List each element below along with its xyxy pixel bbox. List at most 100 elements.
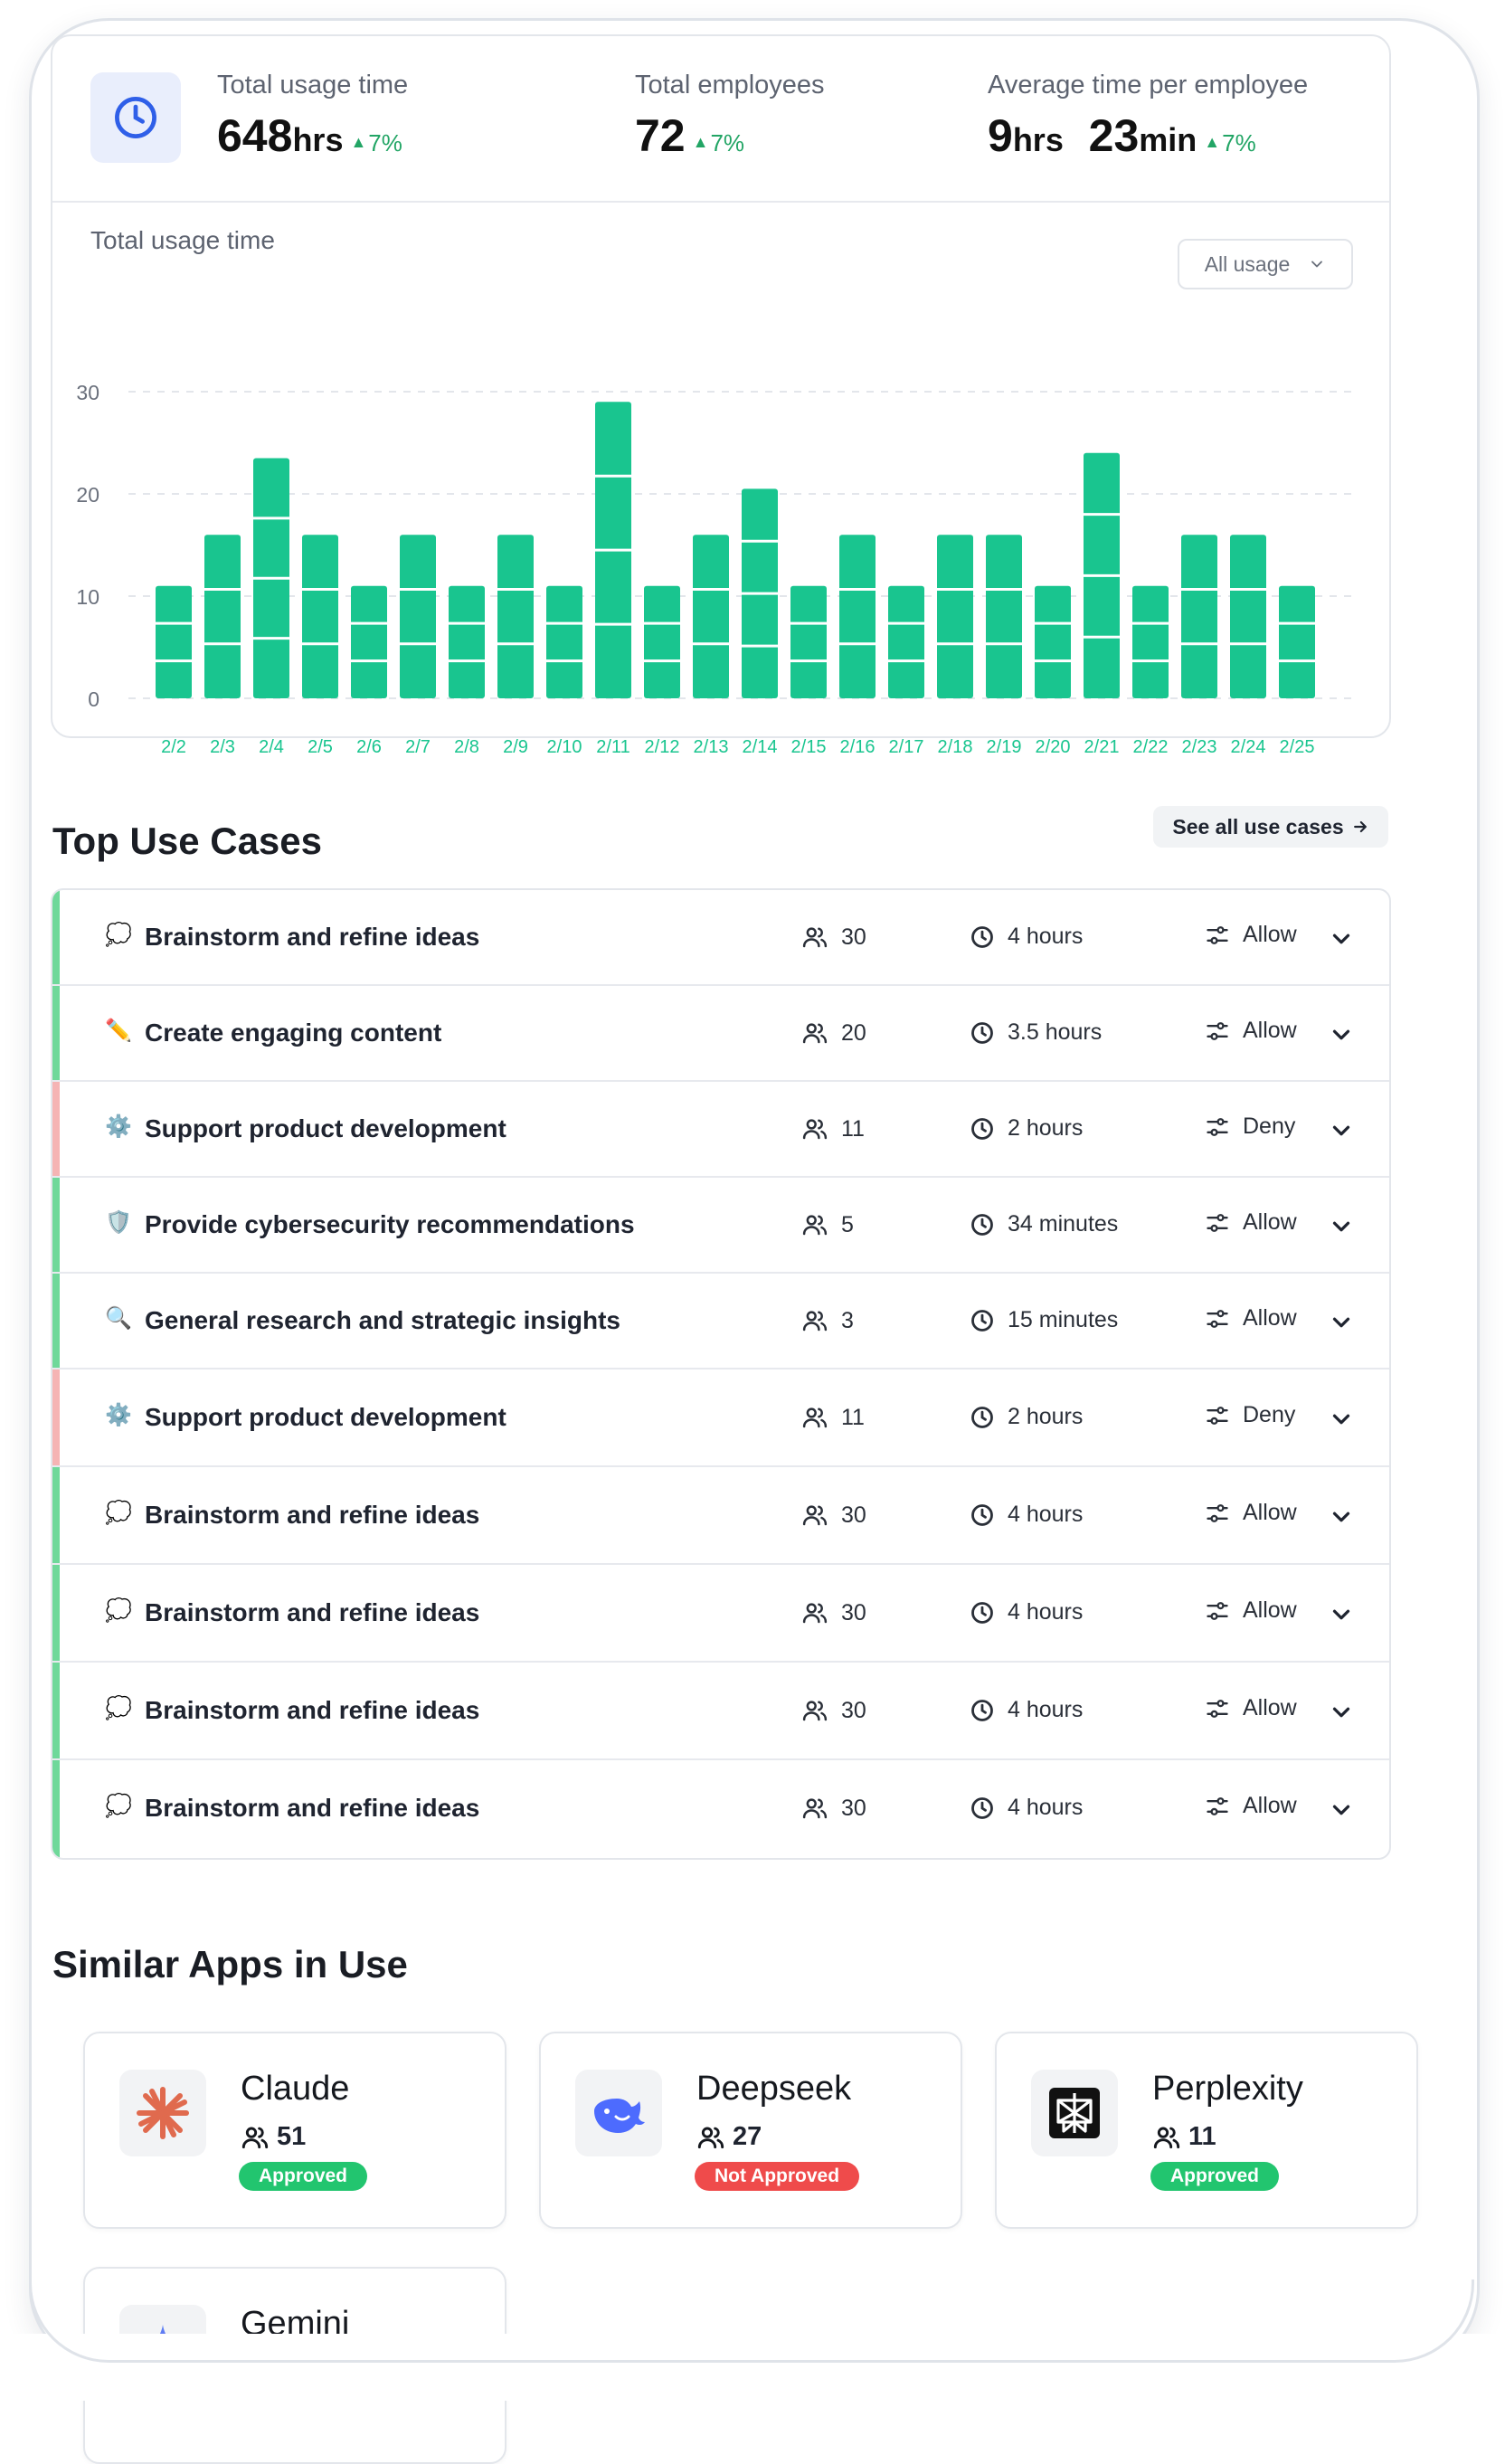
usage-bar [790, 585, 827, 698]
use-case-users: 30 [801, 924, 866, 951]
app-users: 27 [696, 2122, 762, 2152]
y-tick-label: 30 [76, 381, 99, 404]
stat-label: Average time per employee [988, 71, 1309, 100]
chevron-down-icon [1332, 933, 1350, 944]
x-tick-label: 2/20 [1036, 737, 1071, 757]
use-case-row[interactable]: ✏️ Create engaging content 20 3.5 hours Allo… [52, 986, 1389, 1082]
use-case-row[interactable]: 💭 Brainstorm and refine ideas 30 4 hours All… [52, 1760, 1389, 1858]
expand-row-button[interactable] [1328, 1796, 1355, 1828]
usage-bar [888, 585, 924, 698]
app-name: Perplexity [1152, 2070, 1303, 2108]
app-users-count: 27 [733, 2122, 762, 2151]
use-case-row[interactable]: 💭 Brainstorm and refine ideas 30 4 hours All… [52, 1467, 1389, 1565]
usage-card: Total usage time 648hrs ▲7% Total employe… [51, 34, 1391, 757]
use-case-policy[interactable]: Allow [1205, 1209, 1297, 1236]
expand-row-button[interactable] [1328, 1021, 1355, 1053]
usage-bar [1132, 585, 1169, 698]
app-card-deepseek[interactable]: Deepseek 27 Not Approved [539, 2032, 962, 2229]
approval-status-badge: Approved [239, 2162, 368, 2191]
use-case-name: Brainstorm and refine ideas [145, 923, 480, 951]
time-value: 4 hours [1008, 924, 1084, 949]
use-case-emoji-icon: ✏️ [105, 1019, 132, 1043]
users-icon [1153, 2127, 1180, 2148]
use-case-name: Support product development [145, 1114, 506, 1142]
app-users: 11 [1152, 2122, 1216, 2152]
use-case-row[interactable]: 💭 Brainstorm and refine ideas 30 4 hours All… [52, 890, 1389, 986]
use-case-row[interactable]: ⚙️ Support product development 11 2 hours De… [52, 1369, 1389, 1467]
x-tick-label: 2/5 [308, 737, 333, 757]
use-case-policy[interactable]: Deny [1205, 1114, 1295, 1140]
app-users-count: 51 [277, 2122, 307, 2151]
x-tick-label: 2/24 [1231, 737, 1266, 757]
approval-status-badge: Not Approved [695, 2162, 860, 2191]
clock-icon [971, 1796, 993, 1819]
app-card-perplexity[interactable]: Perplexity 11 Approved [995, 2032, 1418, 2229]
use-case-policy[interactable]: Allow [1205, 922, 1297, 948]
users-count: 30 [841, 924, 866, 950]
use-case-name: Create engaging content [145, 1019, 442, 1047]
status-color-bar [52, 1565, 60, 1661]
use-case-row[interactable]: ⚙️ Support product development 11 2 hours De… [52, 1082, 1389, 1178]
use-case-row[interactable]: 🛡️ Provide cybersecurity recommendations 5… [52, 1178, 1389, 1274]
chevron-down-icon [1332, 1512, 1350, 1522]
use-case-time: 4 hours [970, 924, 1083, 950]
stat-average-time: Average time per employee 9hrs 23min ▲7% [988, 71, 1308, 162]
expand-row-button[interactable] [1328, 1406, 1355, 1437]
use-case-users: 3 [801, 1307, 854, 1334]
use-case-policy[interactable]: Allow [1205, 1018, 1297, 1044]
expand-row-button[interactable] [1328, 1117, 1355, 1149]
stat-unit: hrs [292, 121, 344, 158]
claude-logo-icon [137, 2087, 189, 2139]
x-tick-label: 2/15 [791, 737, 827, 757]
policy-value: Allow [1243, 1793, 1297, 1818]
y-tick-label: 10 [76, 585, 99, 609]
app-card-claude[interactable]: Claude 51 Approved [83, 2032, 506, 2229]
usage-bar-chart: 0 10 20 30 2/2 2/3 2/4 2/5 2/6 2/7 2/8 2/9 2/10 2/11 2… [76, 381, 1355, 757]
use-case-row[interactable]: 💭 Brainstorm and refine ideas 30 4 hours All… [52, 1663, 1389, 1760]
use-case-users: 11 [801, 1115, 865, 1142]
x-tick-label: 2/11 [596, 737, 629, 757]
use-case-row[interactable]: 🔍 General research and strategic insights… [52, 1274, 1389, 1369]
policy-value: Allow [1243, 1305, 1297, 1331]
expand-row-button[interactable] [1328, 1601, 1355, 1633]
use-case-users: 30 [801, 1599, 866, 1626]
expand-row-button[interactable] [1328, 925, 1355, 957]
usage-bar [937, 535, 973, 698]
expand-row-button[interactable] [1328, 1213, 1355, 1245]
use-case-emoji-icon: 🛡️ [105, 1210, 132, 1235]
status-color-bar [52, 1082, 60, 1176]
use-case-policy[interactable]: Allow [1205, 1500, 1297, 1526]
use-case-policy[interactable]: Allow [1205, 1305, 1297, 1332]
usage-bar [449, 585, 485, 698]
users-count: 30 [841, 1795, 866, 1821]
policy-toggle-icon [1207, 1309, 1228, 1328]
expand-row-button[interactable] [1328, 1699, 1355, 1730]
chevron-down-icon [1332, 1707, 1350, 1718]
use-case-policy[interactable]: Deny [1205, 1402, 1295, 1428]
clock-icon [971, 1309, 993, 1332]
clock-icon [971, 1699, 993, 1721]
use-case-policy[interactable]: Allow [1205, 1695, 1297, 1721]
usage-filter-dropdown[interactable]: All usage [1178, 239, 1353, 289]
top-use-cases-title: Top Use Cases [52, 820, 322, 862]
usage-bar [1035, 585, 1071, 698]
expand-row-button[interactable] [1328, 1309, 1355, 1341]
stat-value: 648 [217, 110, 293, 161]
x-tick-label: 2/8 [454, 737, 479, 757]
use-case-time: 4 hours [970, 1795, 1083, 1821]
users-icon [802, 1505, 828, 1526]
use-case-policy[interactable]: Allow [1205, 1597, 1297, 1624]
use-case-policy[interactable]: Allow [1205, 1793, 1297, 1819]
chart-title: Total usage time [90, 226, 275, 254]
x-tick-label: 2/3 [210, 737, 235, 757]
clock-icon [115, 97, 156, 138]
use-case-row[interactable]: 💭 Brainstorm and refine ideas 30 4 hours All… [52, 1565, 1389, 1663]
users-count: 30 [841, 1697, 866, 1723]
see-all-use-cases-button[interactable]: See all use cases [1153, 806, 1388, 848]
time-value: 2 hours [1008, 1404, 1084, 1429]
usage-bar [156, 585, 192, 698]
expand-row-button[interactable] [1328, 1503, 1355, 1535]
clock-icon [971, 925, 993, 948]
policy-value: Allow [1243, 922, 1297, 947]
status-color-bar [52, 1369, 60, 1465]
